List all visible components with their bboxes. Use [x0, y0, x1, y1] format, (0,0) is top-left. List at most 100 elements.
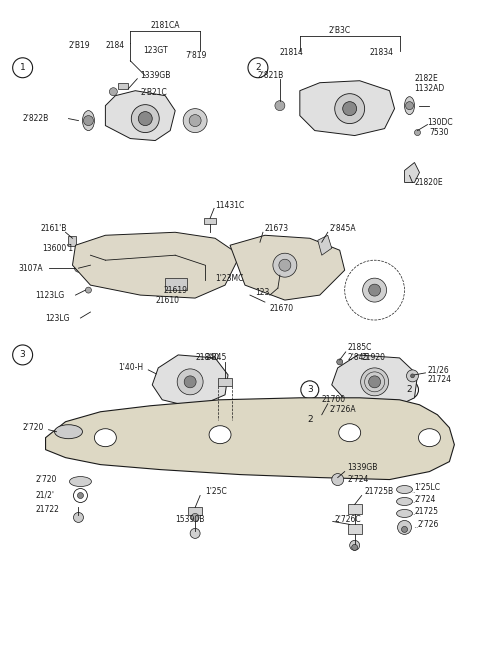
Text: 2: 2: [407, 385, 412, 394]
Circle shape: [343, 102, 357, 116]
Circle shape: [191, 514, 199, 522]
Bar: [218, 378, 232, 386]
Ellipse shape: [83, 110, 95, 131]
Circle shape: [183, 108, 207, 133]
Circle shape: [360, 368, 389, 396]
Text: 2'724: 2'724: [348, 475, 369, 484]
Text: 1123LG: 1123LG: [36, 290, 65, 300]
Text: 21722: 21722: [36, 505, 60, 514]
Text: 2'B21C: 2'B21C: [140, 88, 167, 97]
Bar: [348, 524, 361, 534]
Text: 2: 2: [255, 63, 261, 72]
Ellipse shape: [419, 429, 441, 447]
Text: 2'B3C: 2'B3C: [329, 26, 351, 35]
Text: 21619: 21619: [163, 286, 187, 294]
Polygon shape: [72, 233, 240, 298]
Text: 1'25C: 1'25C: [205, 487, 227, 496]
Text: 2'B19: 2'B19: [69, 41, 90, 51]
Text: 21/26: 21/26: [428, 365, 449, 374]
Text: 1'25LC: 1'25LC: [415, 483, 441, 492]
Circle shape: [352, 545, 358, 551]
Text: 21/2': 21/2': [36, 490, 55, 499]
Text: 2182E: 2182E: [415, 74, 438, 83]
Text: 2'822B: 2'822B: [23, 114, 49, 123]
Text: 21920: 21920: [361, 353, 385, 363]
Circle shape: [350, 541, 360, 551]
Circle shape: [410, 374, 415, 378]
Circle shape: [74, 264, 83, 272]
Circle shape: [369, 284, 381, 296]
Text: 7'819: 7'819: [185, 51, 206, 60]
Circle shape: [273, 253, 297, 277]
Text: 3107A: 3107A: [19, 263, 43, 273]
Text: 123GT: 123GT: [144, 46, 168, 55]
Polygon shape: [332, 355, 418, 410]
Text: 2'845A: 2'845A: [330, 224, 356, 233]
Circle shape: [77, 493, 84, 499]
Circle shape: [406, 102, 413, 110]
Text: 1: 1: [20, 63, 25, 72]
Text: 2'724: 2'724: [415, 495, 436, 504]
Text: 1339GB: 1339GB: [348, 463, 378, 472]
Polygon shape: [152, 355, 228, 408]
Circle shape: [332, 474, 344, 486]
Bar: [348, 505, 361, 514]
Circle shape: [363, 278, 386, 302]
Text: 21670: 21670: [270, 304, 294, 313]
Ellipse shape: [396, 509, 412, 518]
Circle shape: [335, 94, 365, 124]
Text: 21610: 21610: [155, 296, 179, 305]
Bar: [69, 237, 76, 246]
Bar: [119, 83, 128, 89]
Circle shape: [336, 359, 343, 365]
Text: 2'720: 2'720: [23, 423, 44, 432]
Ellipse shape: [209, 426, 231, 443]
Text: 2161'B: 2161'B: [41, 224, 67, 233]
Circle shape: [190, 528, 200, 538]
Ellipse shape: [405, 97, 415, 114]
Text: 21725: 21725: [415, 507, 439, 516]
Text: 3: 3: [20, 350, 25, 359]
Polygon shape: [230, 235, 345, 300]
Text: 2'845: 2'845: [205, 353, 227, 363]
Ellipse shape: [70, 476, 91, 487]
Text: 3: 3: [307, 385, 312, 394]
Text: 2'726: 2'726: [418, 520, 439, 529]
Circle shape: [184, 376, 196, 388]
Polygon shape: [405, 162, 420, 183]
Ellipse shape: [396, 497, 412, 505]
Circle shape: [275, 101, 285, 110]
Ellipse shape: [95, 429, 116, 447]
Circle shape: [109, 87, 117, 96]
Circle shape: [73, 512, 84, 522]
Bar: [165, 278, 187, 290]
Polygon shape: [106, 91, 175, 141]
Text: 1'40-H: 1'40-H: [119, 363, 144, 373]
Text: 2'821B: 2'821B: [258, 71, 284, 80]
Polygon shape: [300, 81, 395, 135]
Text: 2'726A: 2'726A: [330, 405, 356, 415]
Circle shape: [84, 116, 94, 125]
Text: 123LG: 123LG: [46, 313, 70, 323]
Text: 15390B: 15390B: [175, 515, 204, 524]
Circle shape: [407, 370, 419, 382]
Text: 21840: 21840: [195, 353, 219, 363]
Circle shape: [138, 112, 152, 125]
Bar: [204, 218, 216, 224]
Circle shape: [397, 520, 411, 534]
Text: 2185C: 2185C: [348, 344, 372, 352]
Circle shape: [85, 287, 91, 293]
Circle shape: [279, 260, 291, 271]
Ellipse shape: [339, 424, 360, 442]
Circle shape: [402, 526, 408, 532]
Circle shape: [177, 369, 203, 395]
Text: 2'845: 2'845: [348, 353, 369, 363]
Circle shape: [189, 114, 201, 127]
Text: 1132AD: 1132AD: [415, 84, 445, 93]
Circle shape: [132, 104, 159, 133]
Text: 13600'1: 13600'1: [43, 244, 74, 253]
Text: 123: 123: [255, 288, 269, 296]
Text: 2'720: 2'720: [36, 475, 57, 484]
Ellipse shape: [55, 424, 83, 439]
Text: 21724: 21724: [428, 375, 452, 384]
